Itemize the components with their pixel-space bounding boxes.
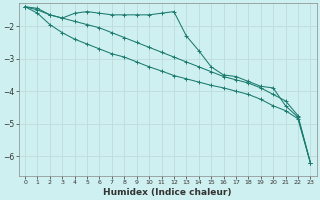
X-axis label: Humidex (Indice chaleur): Humidex (Indice chaleur) <box>103 188 232 197</box>
